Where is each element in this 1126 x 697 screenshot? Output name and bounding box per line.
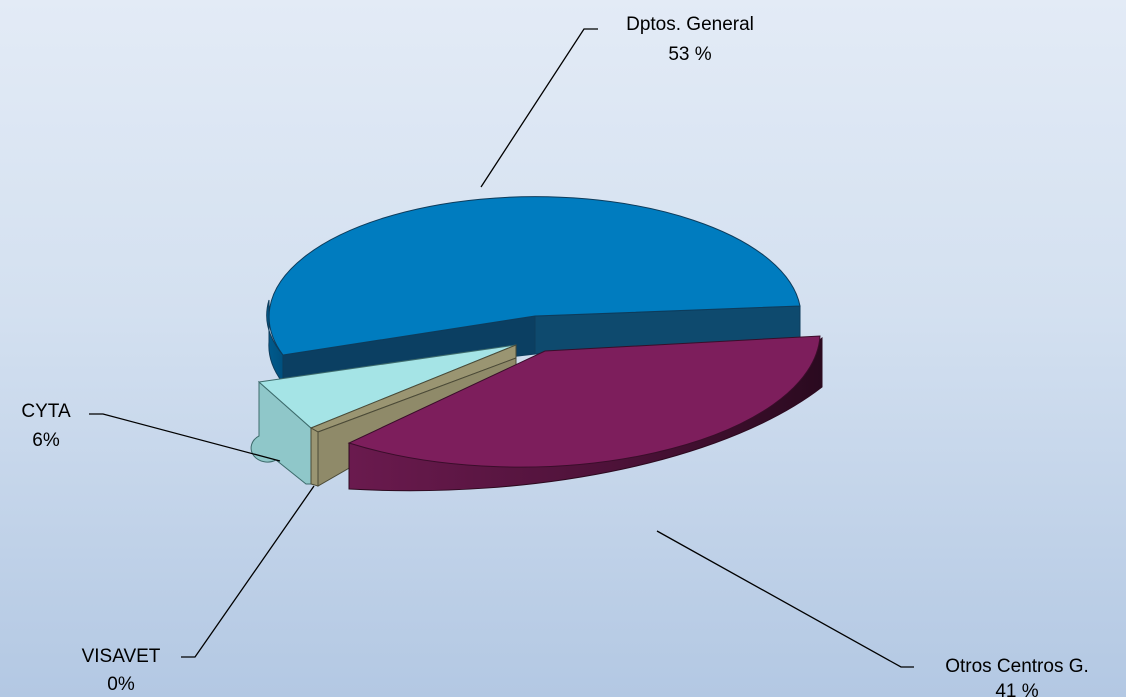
- label-cyta-name: CYTA: [21, 401, 71, 422]
- leader-line-otros-centros: [656, 530, 914, 668]
- slice-otros-centros-top: [347, 335, 821, 468]
- label-dptos-general-name: Dptos. General: [626, 14, 754, 35]
- slice-visavet-side: [310, 427, 319, 487]
- label-visavet-value: 0%: [107, 674, 135, 695]
- label-otros-centros-name: Otros Centros G.: [945, 656, 1089, 677]
- label-cyta-value: 6%: [32, 430, 60, 451]
- leader-line-visavet: [181, 485, 315, 658]
- slice-cyta-side: [250, 380, 312, 485]
- label-visavet-name: VISAVET: [82, 646, 161, 667]
- data-labels: Dptos. General 53 % Otros Centros G. 41 …: [21, 14, 1088, 697]
- slice-dptos-general: [266, 196, 801, 385]
- label-dptos-general-value: 53 %: [668, 44, 711, 65]
- slice-otros-centros: [347, 335, 823, 492]
- leader-lines: [89, 28, 914, 668]
- leader-line-dptos-general: [480, 28, 598, 188]
- label-otros-centros-value: 41 %: [995, 681, 1038, 697]
- leader-line-cyta: [89, 413, 281, 462]
- slice-cyta: [250, 344, 517, 485]
- slice-dptos-general-top: [268, 196, 801, 356]
